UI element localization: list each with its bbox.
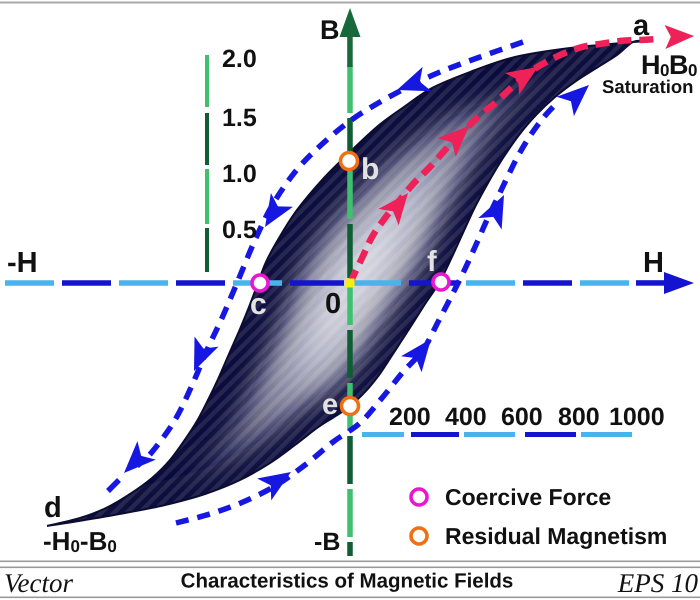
svg-text:Saturation: Saturation	[602, 76, 693, 97]
svg-text:c: c	[250, 288, 267, 321]
svg-text:Residual Magnetism: Residual Magnetism	[445, 523, 667, 549]
svg-text:1.0: 1.0	[222, 160, 257, 188]
svg-text:600: 600	[501, 403, 543, 431]
svg-text:-B: -B	[314, 528, 340, 556]
svg-text:0.5: 0.5	[222, 216, 257, 244]
svg-text:Coercive Force: Coercive Force	[445, 484, 611, 510]
svg-text:-H: -H	[7, 247, 38, 279]
svg-text:Characteristics of Magnetic Fi: Characteristics of Magnetic Fields	[181, 570, 514, 593]
svg-text:f: f	[427, 246, 437, 278]
svg-text:800: 800	[558, 403, 600, 431]
svg-text:H: H	[643, 247, 664, 279]
svg-text:400: 400	[445, 403, 487, 431]
svg-text:0: 0	[325, 288, 341, 320]
svg-text:d: d	[44, 492, 62, 524]
svg-text:1000: 1000	[609, 403, 665, 431]
svg-text:a: a	[633, 10, 650, 42]
svg-text:-H0-B0: -H0-B0	[43, 526, 117, 556]
svg-text:Vector: Vector	[4, 568, 73, 598]
svg-text:EPS 10: EPS 10	[617, 568, 699, 598]
svg-text:e: e	[322, 389, 338, 421]
svg-text:B: B	[320, 15, 340, 45]
svg-text:200: 200	[389, 403, 431, 431]
svg-text:1.5: 1.5	[222, 104, 257, 132]
svg-text:b: b	[361, 153, 379, 186]
svg-text:2.0: 2.0	[222, 45, 257, 73]
